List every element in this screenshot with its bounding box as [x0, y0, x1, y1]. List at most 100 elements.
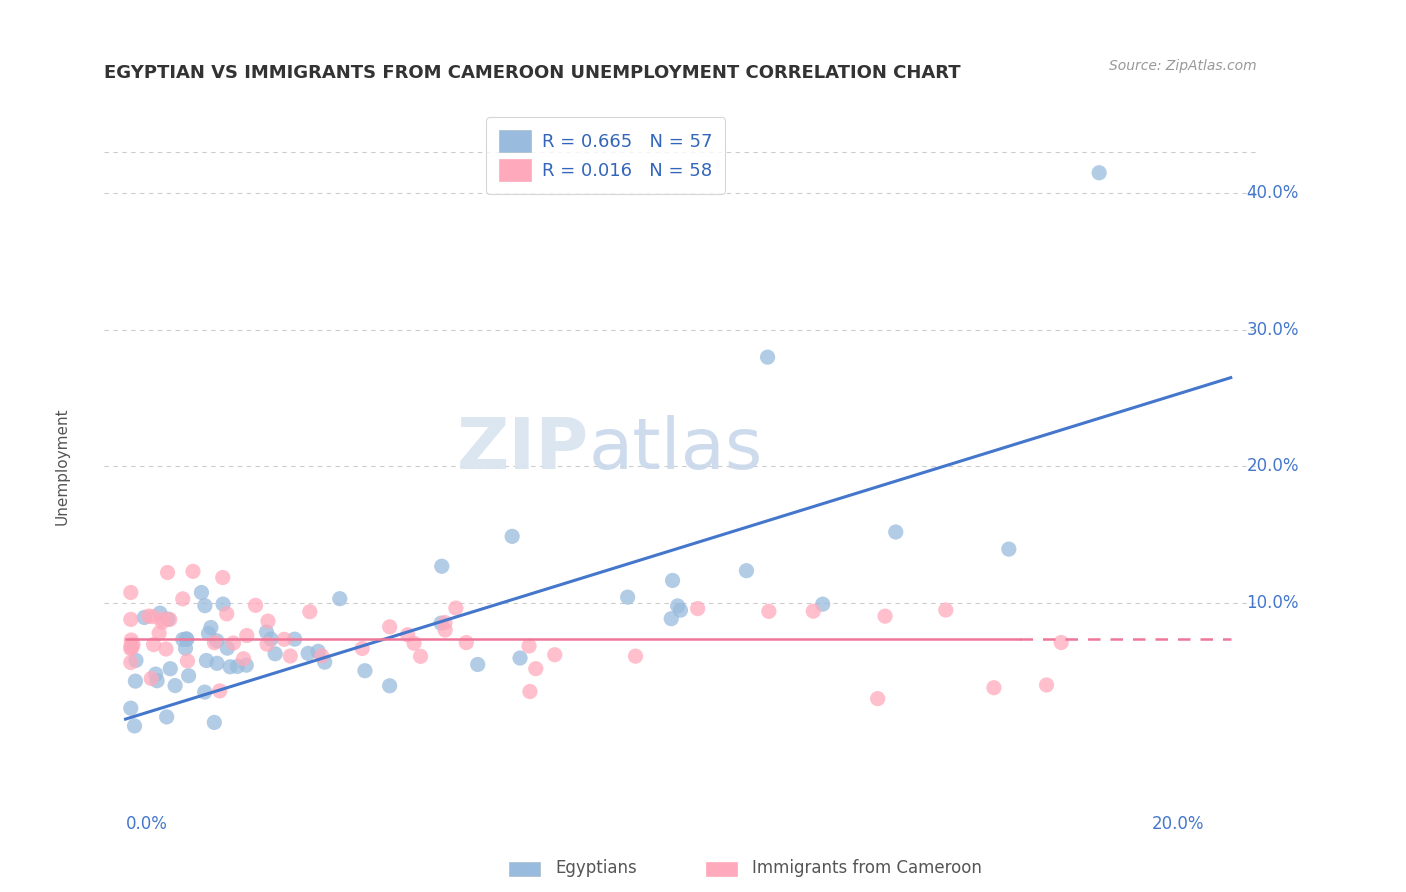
Text: 0.0%: 0.0% — [125, 814, 167, 833]
Point — [195, 653, 218, 667]
Point — [467, 657, 489, 672]
Point — [307, 644, 329, 658]
Point — [194, 599, 217, 613]
Point — [686, 601, 709, 615]
Point — [935, 603, 957, 617]
Point — [352, 641, 374, 656]
Text: 10.0%: 10.0% — [1247, 594, 1299, 612]
Point — [756, 350, 779, 364]
Point — [284, 632, 307, 647]
Point — [801, 604, 824, 618]
Point — [409, 649, 432, 664]
Point — [176, 632, 198, 646]
Point — [873, 609, 896, 624]
Point — [616, 590, 638, 604]
Point — [434, 623, 457, 637]
Point — [172, 632, 194, 647]
Point — [194, 685, 217, 699]
Point — [134, 610, 156, 624]
Point — [165, 679, 187, 693]
Point — [159, 612, 181, 626]
Text: atlas: atlas — [589, 415, 763, 483]
Point — [222, 636, 245, 650]
Point — [141, 672, 163, 686]
Point — [456, 635, 478, 649]
Point — [257, 614, 280, 628]
Point — [378, 620, 401, 634]
Point — [998, 542, 1021, 557]
Point — [509, 651, 531, 665]
Point — [174, 641, 197, 656]
Point — [219, 660, 242, 674]
Point — [1035, 678, 1057, 692]
Point — [124, 674, 146, 689]
Point — [311, 648, 333, 663]
Point — [661, 574, 683, 588]
Text: Immigrants from Cameroon: Immigrants from Cameroon — [752, 859, 981, 877]
Text: ZIP: ZIP — [457, 415, 589, 483]
Point — [517, 639, 540, 653]
Point — [124, 719, 146, 733]
Point — [172, 591, 194, 606]
Point — [758, 604, 780, 618]
Point — [205, 657, 228, 671]
Point — [314, 655, 336, 669]
Point — [159, 662, 181, 676]
Point — [884, 524, 907, 539]
Point — [146, 673, 169, 688]
Text: Source: ZipAtlas.com: Source: ZipAtlas.com — [1109, 59, 1257, 73]
Point — [204, 636, 226, 650]
Point — [148, 626, 170, 640]
Point — [150, 615, 173, 630]
Point — [177, 669, 200, 683]
Point — [120, 585, 142, 599]
Point — [181, 565, 204, 579]
Point — [212, 597, 235, 611]
Point — [215, 607, 238, 621]
Point — [211, 570, 233, 584]
Point — [444, 601, 467, 615]
Point — [1088, 166, 1111, 180]
Text: Unemployment: Unemployment — [55, 408, 70, 525]
Point — [176, 654, 198, 668]
Point — [202, 715, 225, 730]
Point — [176, 632, 198, 647]
Point — [120, 639, 142, 653]
Point — [256, 625, 278, 640]
Point — [430, 616, 453, 631]
Point — [659, 612, 682, 626]
Text: 30.0%: 30.0% — [1247, 321, 1299, 339]
Point — [120, 701, 142, 715]
Point — [298, 605, 321, 619]
Point — [157, 612, 180, 626]
Point — [256, 637, 278, 651]
Text: 40.0%: 40.0% — [1247, 185, 1299, 202]
Text: Egyptians: Egyptians — [555, 859, 637, 877]
Point — [624, 649, 647, 664]
Point — [666, 599, 689, 613]
Point — [226, 659, 249, 673]
Point — [156, 710, 179, 724]
Point — [205, 633, 228, 648]
Point — [811, 597, 834, 611]
Point — [149, 606, 172, 620]
Point — [669, 603, 692, 617]
Text: EGYPTIAN VS IMMIGRANTS FROM CAMEROON UNEMPLOYMENT CORRELATION CHART: EGYPTIAN VS IMMIGRANTS FROM CAMEROON UNE… — [104, 64, 962, 82]
Point — [735, 564, 758, 578]
Point — [156, 566, 179, 580]
Point — [544, 648, 567, 662]
Point — [245, 599, 267, 613]
Point — [141, 609, 163, 624]
Point — [232, 651, 254, 665]
Point — [378, 679, 401, 693]
Point — [354, 664, 377, 678]
Text: 20.0%: 20.0% — [1152, 814, 1205, 833]
Point — [297, 646, 319, 660]
Point — [200, 620, 222, 634]
Point — [273, 632, 295, 647]
Point — [402, 636, 425, 650]
Text: 20.0%: 20.0% — [1247, 458, 1299, 475]
Point — [396, 628, 419, 642]
Point — [329, 591, 352, 606]
Point — [120, 633, 142, 648]
